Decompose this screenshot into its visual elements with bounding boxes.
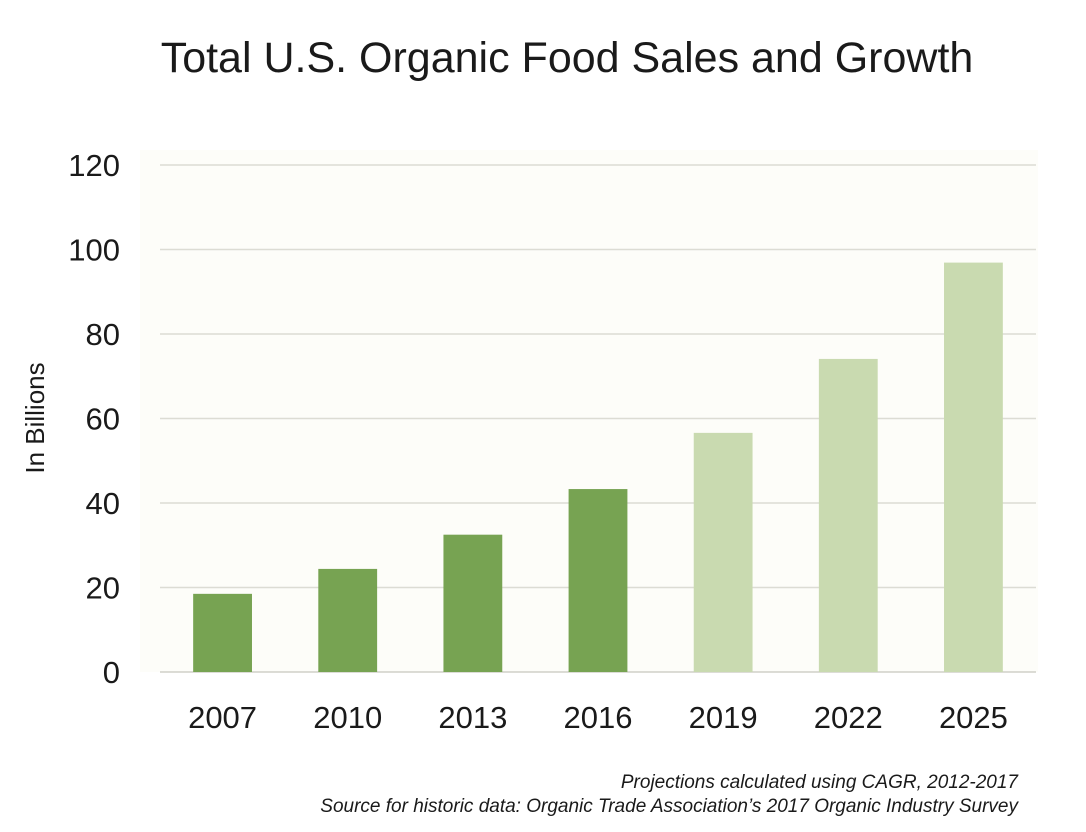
x-tick-label: 2010 — [313, 700, 382, 735]
x-tick-label: 2025 — [939, 700, 1008, 735]
x-tick-label: 2022 — [814, 700, 883, 735]
bar-2007 — [193, 593, 252, 672]
x-axis-ticks: 2007 2010 2013 2016 2019 2022 2025 — [188, 700, 1008, 735]
footnote-projections: Projections calculated using CAGR, 2012-… — [621, 772, 1020, 793]
bar-2010 — [318, 568, 378, 672]
bars — [193, 262, 1003, 672]
bar-2013 — [443, 534, 503, 672]
y-tick-label: 120 — [68, 148, 120, 183]
y-tick-label: 80 — [86, 317, 120, 352]
y-tick-label: 60 — [86, 402, 120, 437]
x-tick-label: 2016 — [564, 700, 633, 735]
bar-2025 — [944, 262, 1003, 672]
y-tick-label: 40 — [86, 486, 120, 521]
footnote-source: Source for historic data: Organic Trade … — [320, 796, 1019, 817]
y-axis-label: In Billions — [20, 362, 50, 473]
y-tick-label: 100 — [68, 233, 120, 268]
bar-2022 — [818, 358, 878, 672]
x-tick-label: 2007 — [188, 700, 257, 735]
y-axis-ticks: 0 20 40 60 80 100 120 — [68, 148, 120, 690]
chart-title: Total U.S. Organic Food Sales and Growth — [161, 34, 974, 82]
y-tick-label: 20 — [86, 571, 120, 606]
y-tick-label: 0 — [103, 655, 120, 690]
x-tick-label: 2019 — [689, 700, 758, 735]
bar-2019 — [693, 432, 753, 672]
bar-2016 — [568, 489, 628, 672]
x-tick-label: 2013 — [438, 700, 507, 735]
